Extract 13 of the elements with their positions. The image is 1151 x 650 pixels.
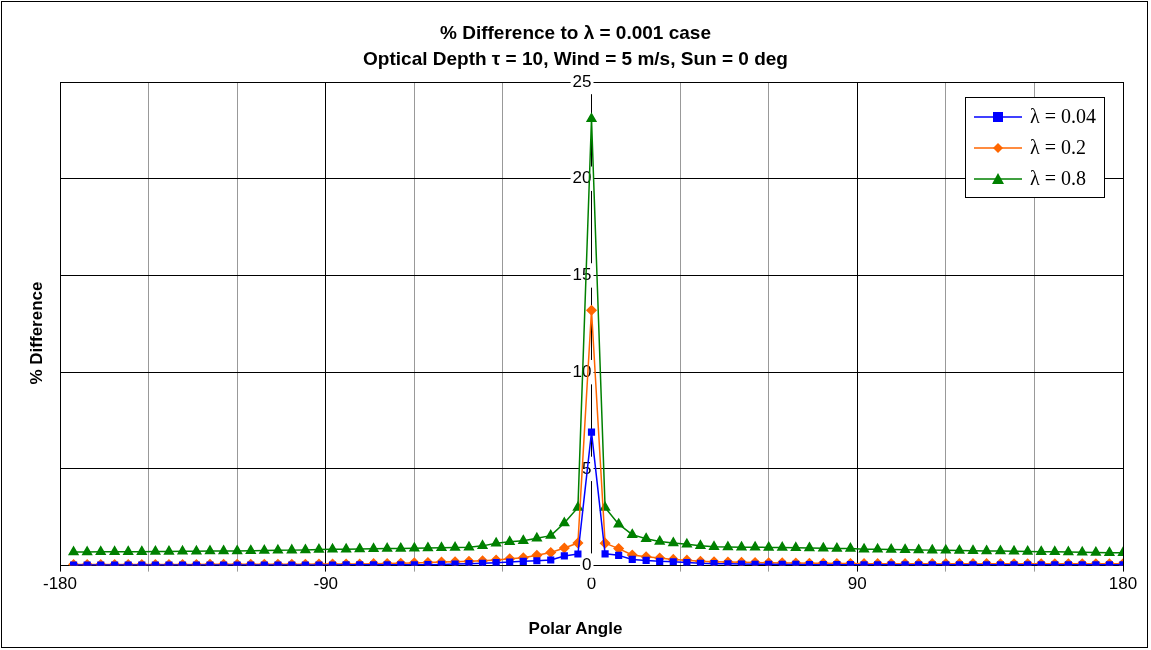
chart-subtitle: Optical Depth τ = 10, Wind = 5 m/s, Sun = 0 deg [362,48,789,70]
y-tick-label: 0 [582,555,592,575]
legend-label: λ = 0.04 [1030,105,1096,128]
y-axis-title: % Difference [27,281,47,385]
legend-label: λ = 0.8 [1030,167,1086,190]
y-tick-label: 25 [572,71,592,91]
x-tick-label: 180 [1108,574,1138,594]
x-tick-label: -90 [313,574,339,594]
x-tick-label: 90 [847,574,867,594]
chart-title: % Difference to λ = 0.001 case [439,22,712,44]
legend-label: λ = 0.2 [1030,136,1086,159]
x-tick-label: -180 [42,574,78,594]
x-axis-title: Polar Angle [527,619,624,639]
